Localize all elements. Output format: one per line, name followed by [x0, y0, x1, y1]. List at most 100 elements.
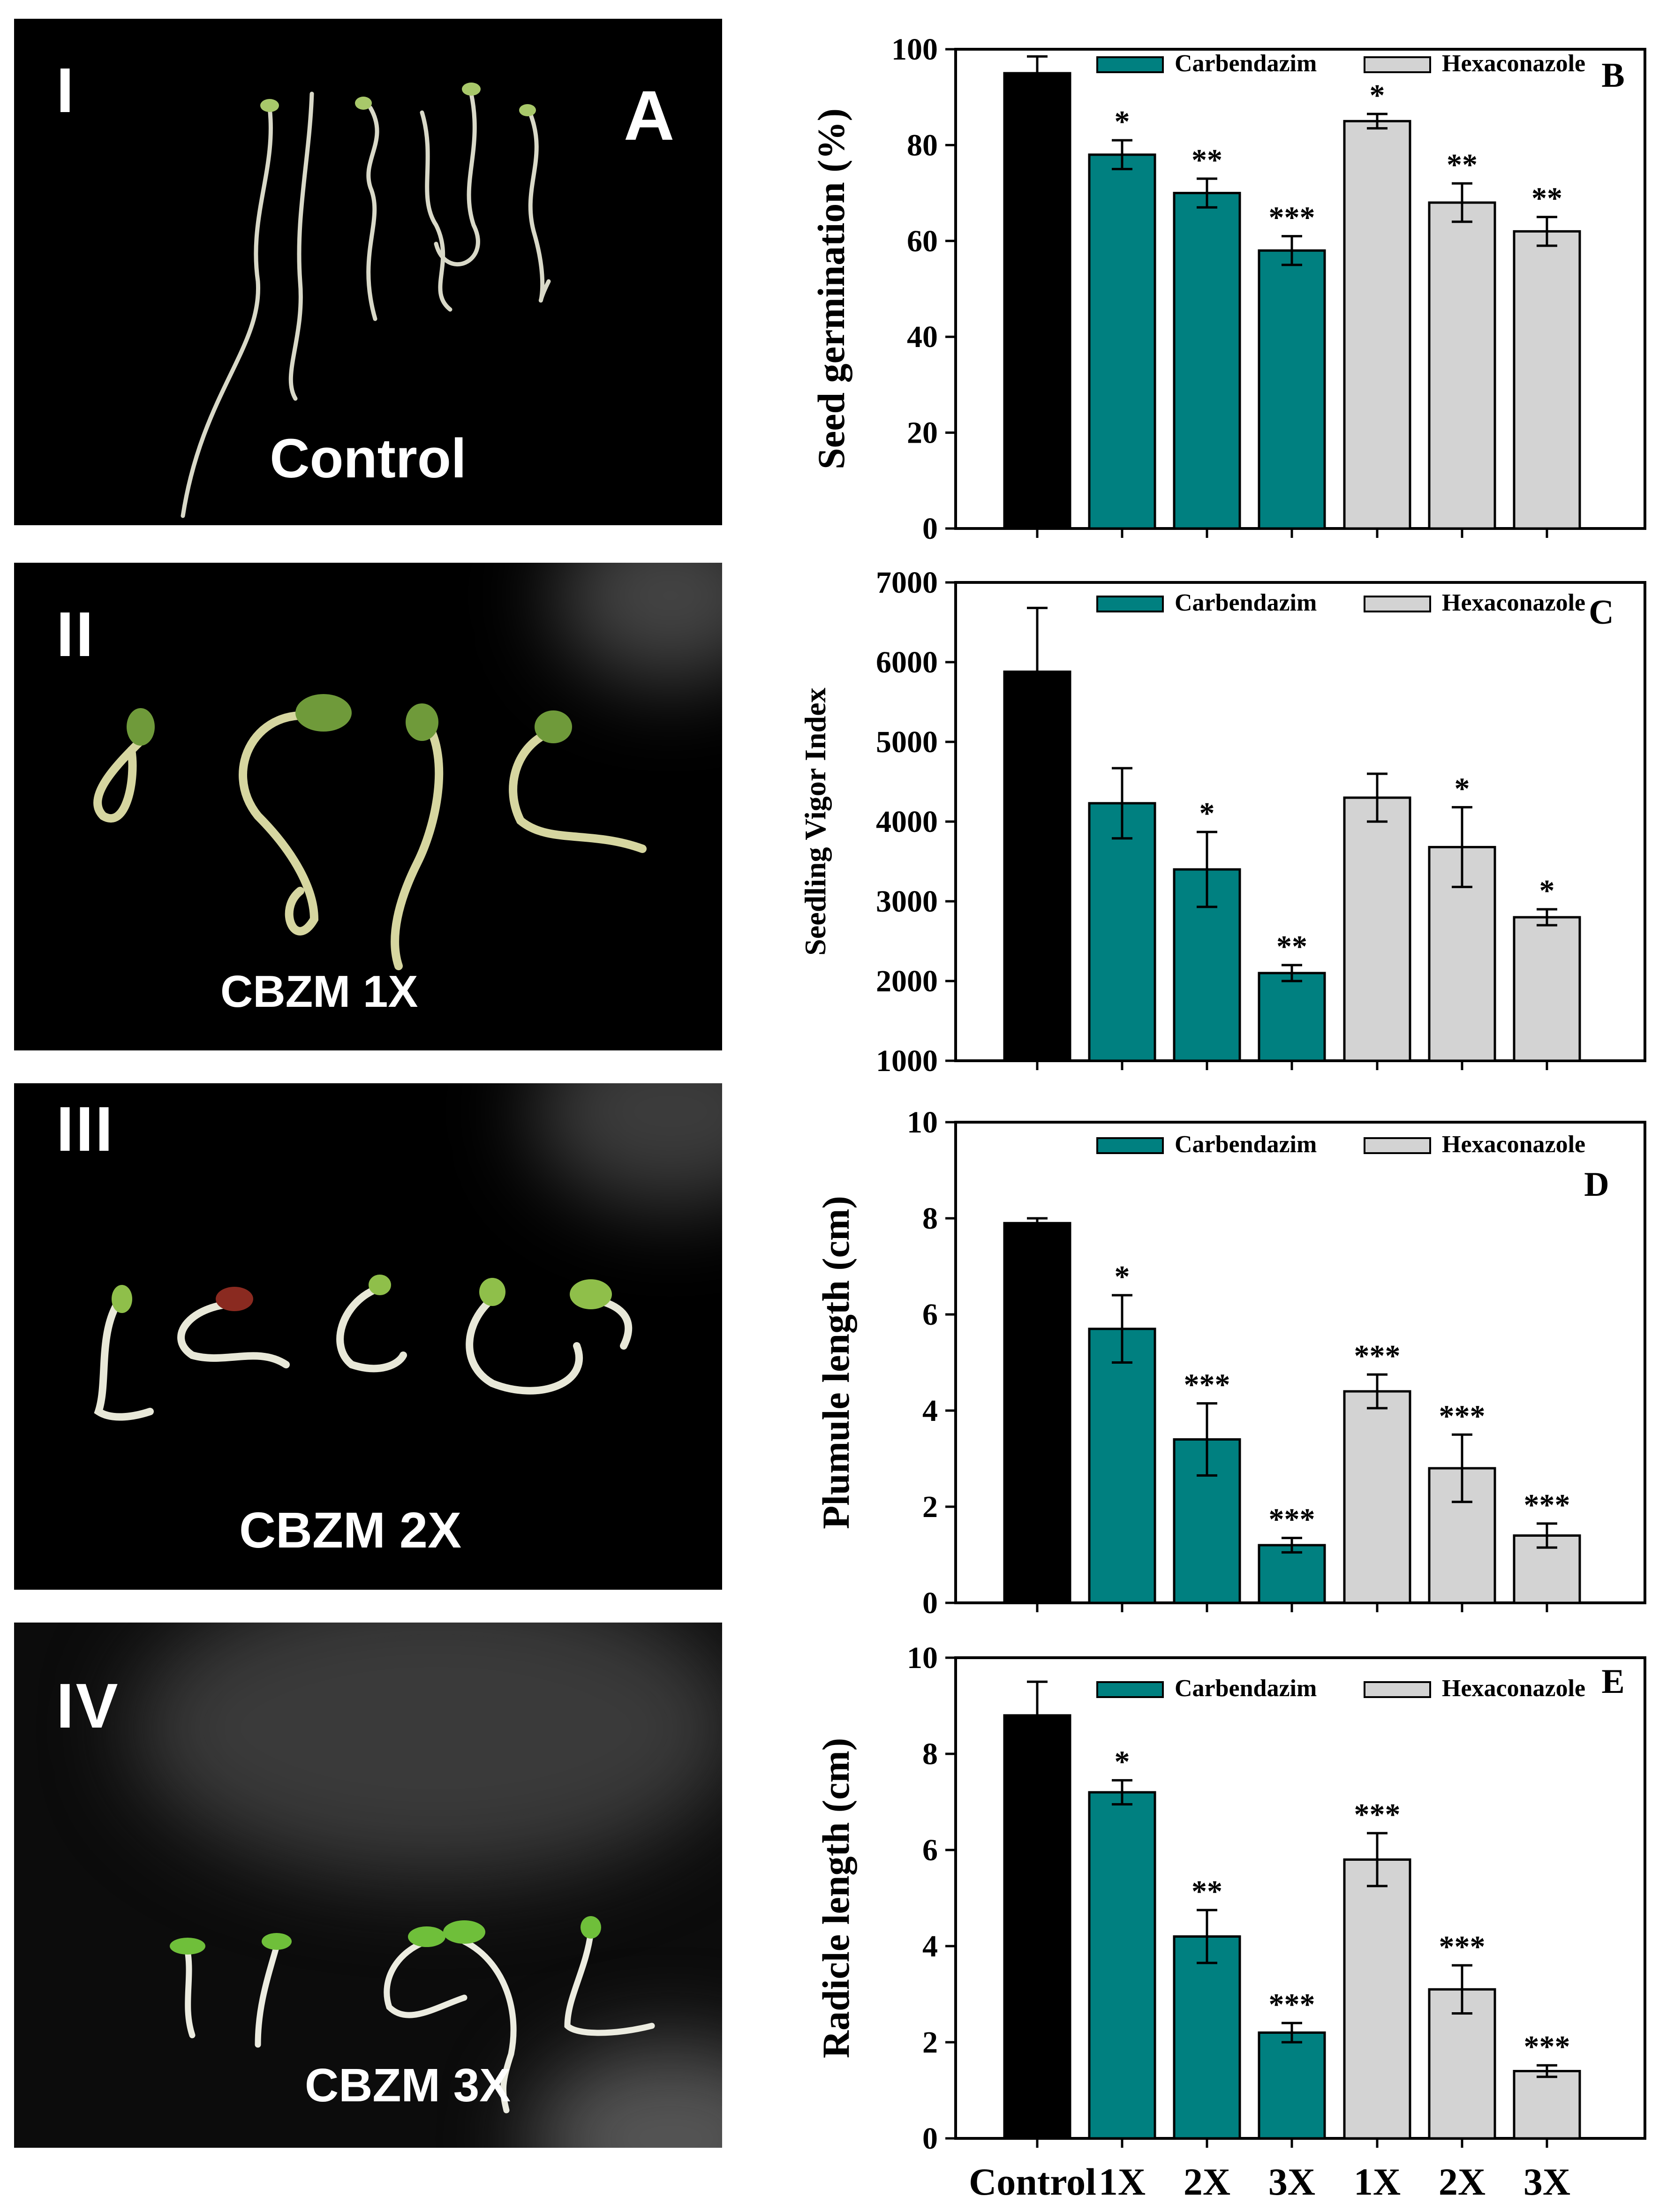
y-tick-label: 6 [922, 1298, 938, 1332]
significance-label: *** [1184, 1368, 1230, 1402]
legend-label: Carbendazim [1175, 589, 1317, 616]
x-tick-label: 2X [1439, 2160, 1486, 2203]
significance-label: *** [1524, 1488, 1570, 1522]
photo-caption: CBZM 2X [239, 1502, 462, 1558]
significance-label: * [1539, 874, 1555, 908]
y-tick-label: 7000 [876, 566, 938, 600]
bar [1258, 2031, 1326, 2140]
legend-swatch [1364, 56, 1431, 73]
legend-swatch [1096, 1137, 1164, 1154]
y-tick-label: 4 [922, 1929, 938, 1963]
bar [1088, 802, 1156, 1062]
significance-label: *** [1269, 201, 1315, 235]
bar [1513, 230, 1581, 530]
bar [1343, 1858, 1411, 2140]
y-tick-label: 2 [922, 1490, 938, 1524]
x-tick-label: 3X [1268, 2160, 1315, 2203]
significance-label: *** [1354, 1339, 1401, 1373]
legend-swatch [1364, 1137, 1431, 1154]
panel-letter: A [624, 76, 675, 155]
legend-swatch [1364, 1681, 1431, 1698]
photo-caption: Control [270, 428, 467, 490]
y-tick-label: 0 [922, 2121, 938, 2156]
legend-label: Hexaconazole [1442, 1675, 1585, 1702]
significance-label: *** [1354, 1797, 1401, 1832]
bar [1343, 1390, 1411, 1604]
y-tick-label: 4 [922, 1394, 938, 1428]
panel-letter: D [1584, 1165, 1609, 1204]
bar [1343, 796, 1411, 1062]
bar [1088, 153, 1156, 530]
y-tick-label: 6000 [876, 645, 938, 679]
panel-roman-numeral: III [56, 1094, 115, 1164]
y-tick-label: 5000 [876, 725, 938, 759]
legend-swatch [1364, 596, 1431, 612]
y-tick-label: 6 [922, 1833, 938, 1867]
x-tick-label: 1X [1354, 2160, 1401, 2203]
chart-panel-C: 1000 2000 3000 4000 5000 6000 7000 Seedling Vig… [799, 566, 1646, 1078]
bar [1513, 2070, 1581, 2140]
y-tick-label: 10 [907, 1105, 938, 1140]
bar [1003, 72, 1071, 530]
panel-letter: E [1601, 1662, 1624, 1701]
photo-panel-cbzm-3x: IV CBZM 3X [14, 1623, 722, 2148]
significance-label: *** [1269, 1502, 1315, 1537]
y-tick-label: 2000 [876, 964, 938, 998]
x-tick-label: 2X [1184, 2160, 1230, 2203]
legend-label: Hexaconazole [1442, 1131, 1585, 1158]
significance-label: *** [1524, 2030, 1570, 2064]
photo-panel-cbzm-1x: II CBZM 1X [14, 563, 722, 1050]
x-tick-label: Control [969, 2160, 1096, 2203]
y-tick-label: 8 [922, 1737, 938, 1771]
y-tick-label: 4000 [876, 805, 938, 839]
bar [1173, 1935, 1241, 2140]
y-tick-label: 40 [907, 320, 938, 354]
legend-swatch [1096, 596, 1164, 612]
y-tick-label: 1000 [876, 1044, 938, 1078]
bar [1003, 1222, 1071, 1604]
legend-swatch [1096, 56, 1164, 73]
photo-panel-control: I A Control [14, 19, 722, 525]
legend-label: Hexaconazole [1442, 50, 1585, 77]
significance-label: ** [1276, 929, 1307, 964]
bar [1258, 1544, 1326, 1604]
y-tick-label: 0 [922, 512, 938, 546]
y-axis-label: Plumule length (cm) [814, 1196, 857, 1529]
significance-label: *** [1269, 1987, 1315, 2022]
bar [1088, 1328, 1156, 1604]
x-tick-label: 3X [1523, 2160, 1570, 2203]
panel-letter: B [1601, 56, 1624, 95]
photo-panel-cbzm-2x: III CBZM 2X [14, 1083, 722, 1590]
significance-label: ** [1447, 148, 1478, 182]
significance-label: * [1115, 105, 1130, 139]
bar [1088, 1791, 1156, 2140]
y-tick-label: 60 [907, 224, 938, 258]
y-axis-label: Radicle length (cm) [814, 1738, 857, 2058]
y-tick-label: 10 [907, 1641, 938, 1675]
photo-caption: CBZM 1X [220, 966, 418, 1017]
bar [1003, 1714, 1071, 2140]
y-tick-label: 3000 [876, 884, 938, 919]
legend-label: Carbendazim [1175, 1675, 1317, 1702]
seedling-image [93, 694, 647, 970]
significance-label: * [1455, 771, 1470, 806]
x-tick-label: 1X [1099, 2160, 1146, 2203]
y-tick-label: 20 [907, 416, 938, 450]
legend-label: Carbendazim [1175, 50, 1317, 77]
significance-label: * [1199, 796, 1215, 830]
significance-label: ** [1531, 181, 1562, 216]
significance-label: * [1115, 1260, 1130, 1294]
legend-label: Carbendazim [1175, 1131, 1317, 1158]
y-tick-label: 100 [891, 32, 938, 67]
legend-swatch [1096, 1681, 1164, 1698]
significance-label: * [1115, 1744, 1130, 1779]
bar [1513, 916, 1581, 1062]
bar [1258, 249, 1326, 530]
y-tick-label: 2 [922, 2025, 938, 2060]
bar [1173, 192, 1241, 530]
panel-roman-numeral: IV [56, 1670, 120, 1741]
seedling-image [170, 1916, 655, 2114]
